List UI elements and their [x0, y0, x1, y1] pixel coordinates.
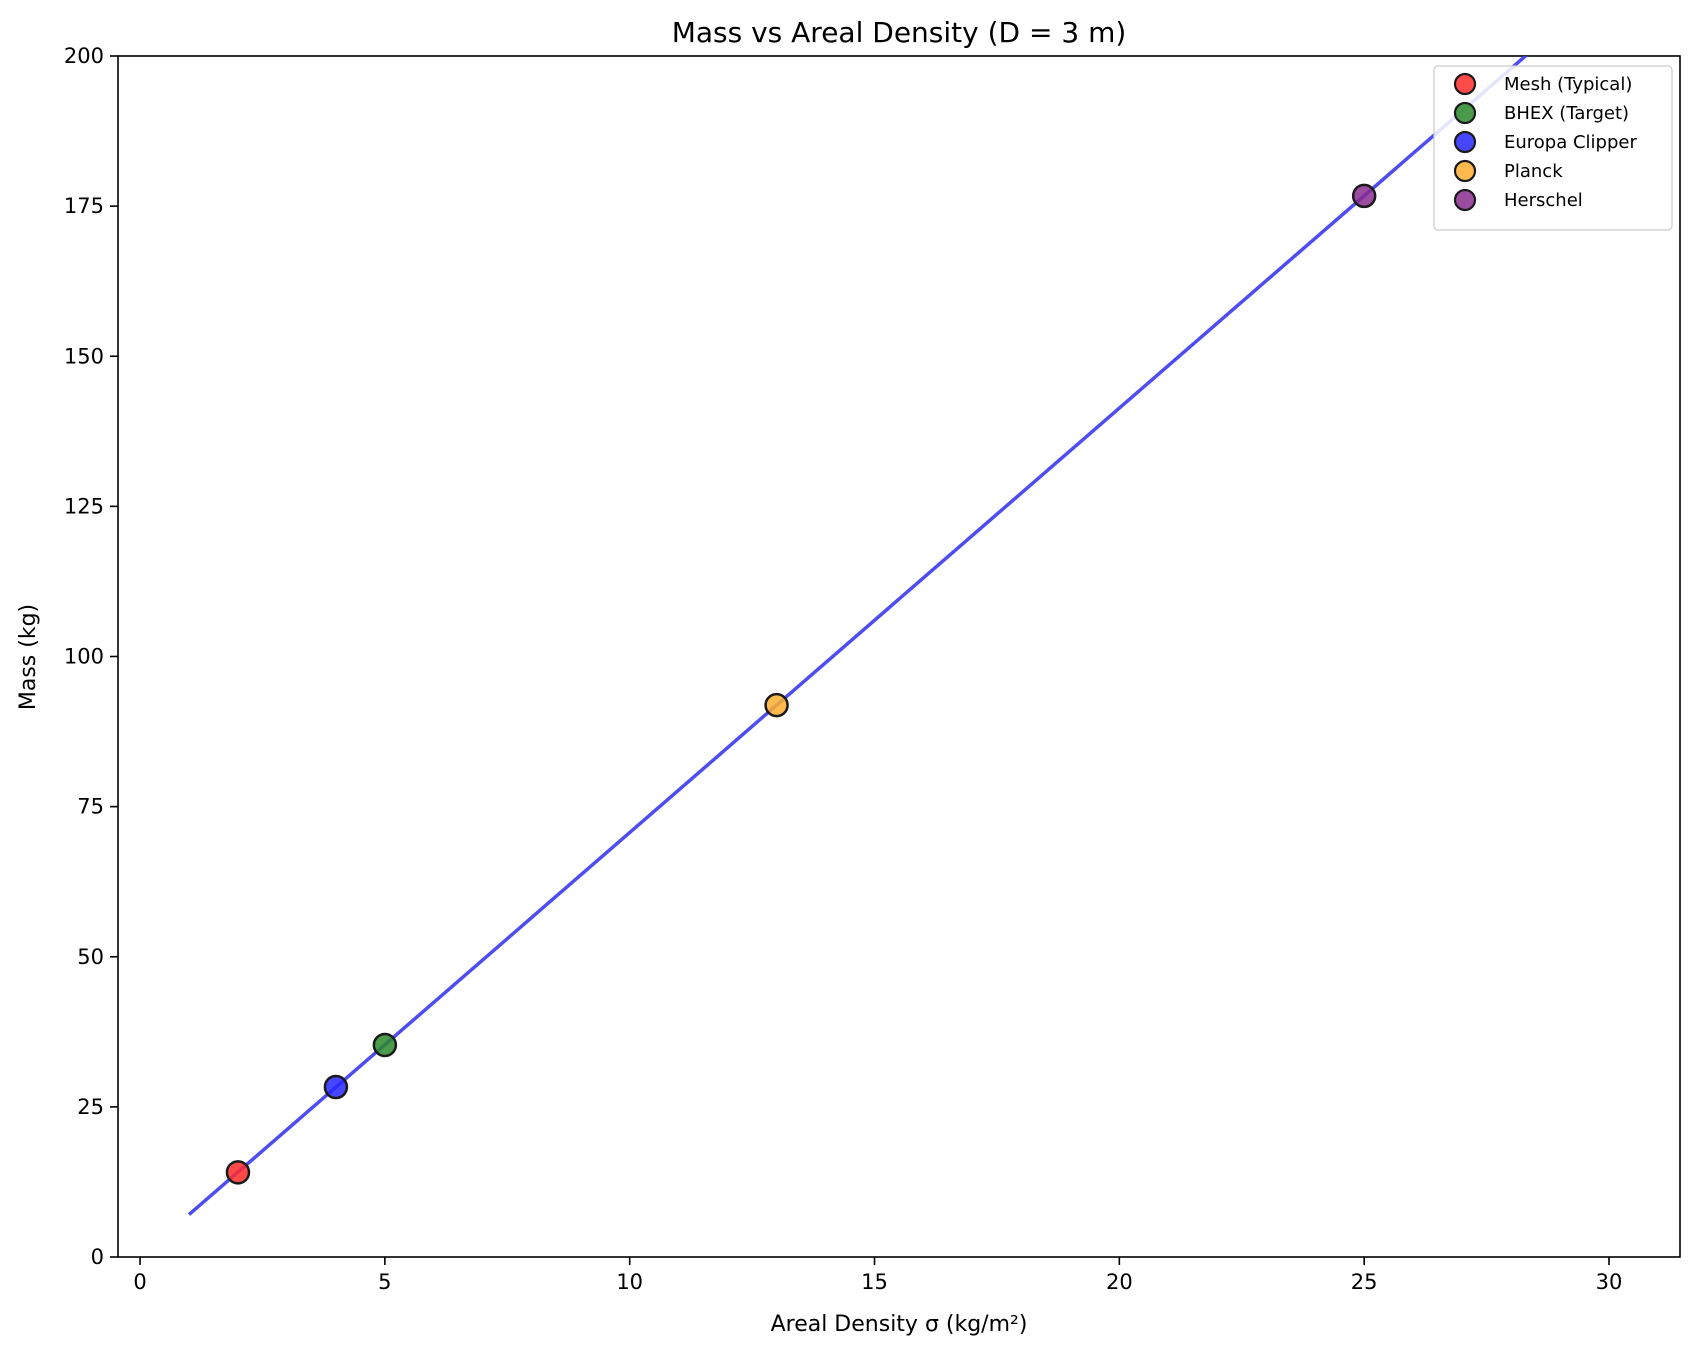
legend-marker [1453, 159, 1477, 183]
x-tick-label: 15 [861, 1270, 888, 1294]
y-tick-label: 175 [64, 194, 104, 218]
legend-box [1433, 65, 1673, 231]
y-tick-label: 150 [64, 344, 104, 368]
x-axis-label: Areal Density σ (kg/m²) [771, 1312, 1028, 1337]
x-tick-label: 25 [1351, 1270, 1378, 1294]
x-tick-label: 10 [616, 1270, 643, 1294]
legend-marker [1453, 130, 1477, 154]
x-tick-label: 0 [133, 1270, 146, 1294]
data-point-europa-clipper [323, 1074, 349, 1100]
y-tick-label: 50 [77, 945, 104, 969]
y-axis-label: Mass (kg) [16, 604, 41, 710]
y-tick-label: 25 [77, 1095, 104, 1119]
legend-marker [1453, 101, 1477, 125]
plot-area [117, 55, 1681, 1258]
legend-label: Europa Clipper [1504, 132, 1637, 153]
legend-label: BHEX (Target) [1504, 103, 1629, 124]
legend-label: Planck [1504, 161, 1563, 182]
data-point-herschel [1351, 183, 1377, 209]
legend-label: Mesh (Typical) [1504, 74, 1632, 95]
legend-marker [1453, 188, 1477, 212]
x-tick-label: 30 [1596, 1270, 1623, 1294]
y-axis: 0 25 50 75 100 125 150 175 200 [64, 44, 118, 1269]
x-axis: 0 5 10 15 20 25 30 [133, 1257, 1622, 1294]
trend-line [187, 56, 1529, 1216]
legend-marker [1453, 72, 1477, 96]
chart-title: Mass vs Areal Density (D = 3 m) [672, 16, 1127, 49]
data-point-planck [764, 692, 789, 718]
y-tick-label: 75 [77, 795, 104, 819]
plot-frame [117, 55, 1681, 1258]
x-tick-label: 5 [378, 1270, 391, 1294]
legend: Mesh (Typical) BHEX (Target) Europa Clippe… [1433, 65, 1673, 231]
line-layer [187, 56, 1529, 1216]
x-tick-label: 20 [1106, 1270, 1133, 1294]
y-tick-label: 125 [64, 494, 104, 518]
data-point-mesh-typical [225, 1160, 251, 1185]
y-tick-label: 200 [64, 44, 104, 68]
point-layer [225, 183, 1377, 1185]
legend-label: Herschel [1504, 190, 1583, 211]
data-point-bhex-target [372, 1032, 398, 1058]
y-tick-label: 100 [64, 645, 104, 669]
y-tick-label: 0 [91, 1245, 104, 1269]
